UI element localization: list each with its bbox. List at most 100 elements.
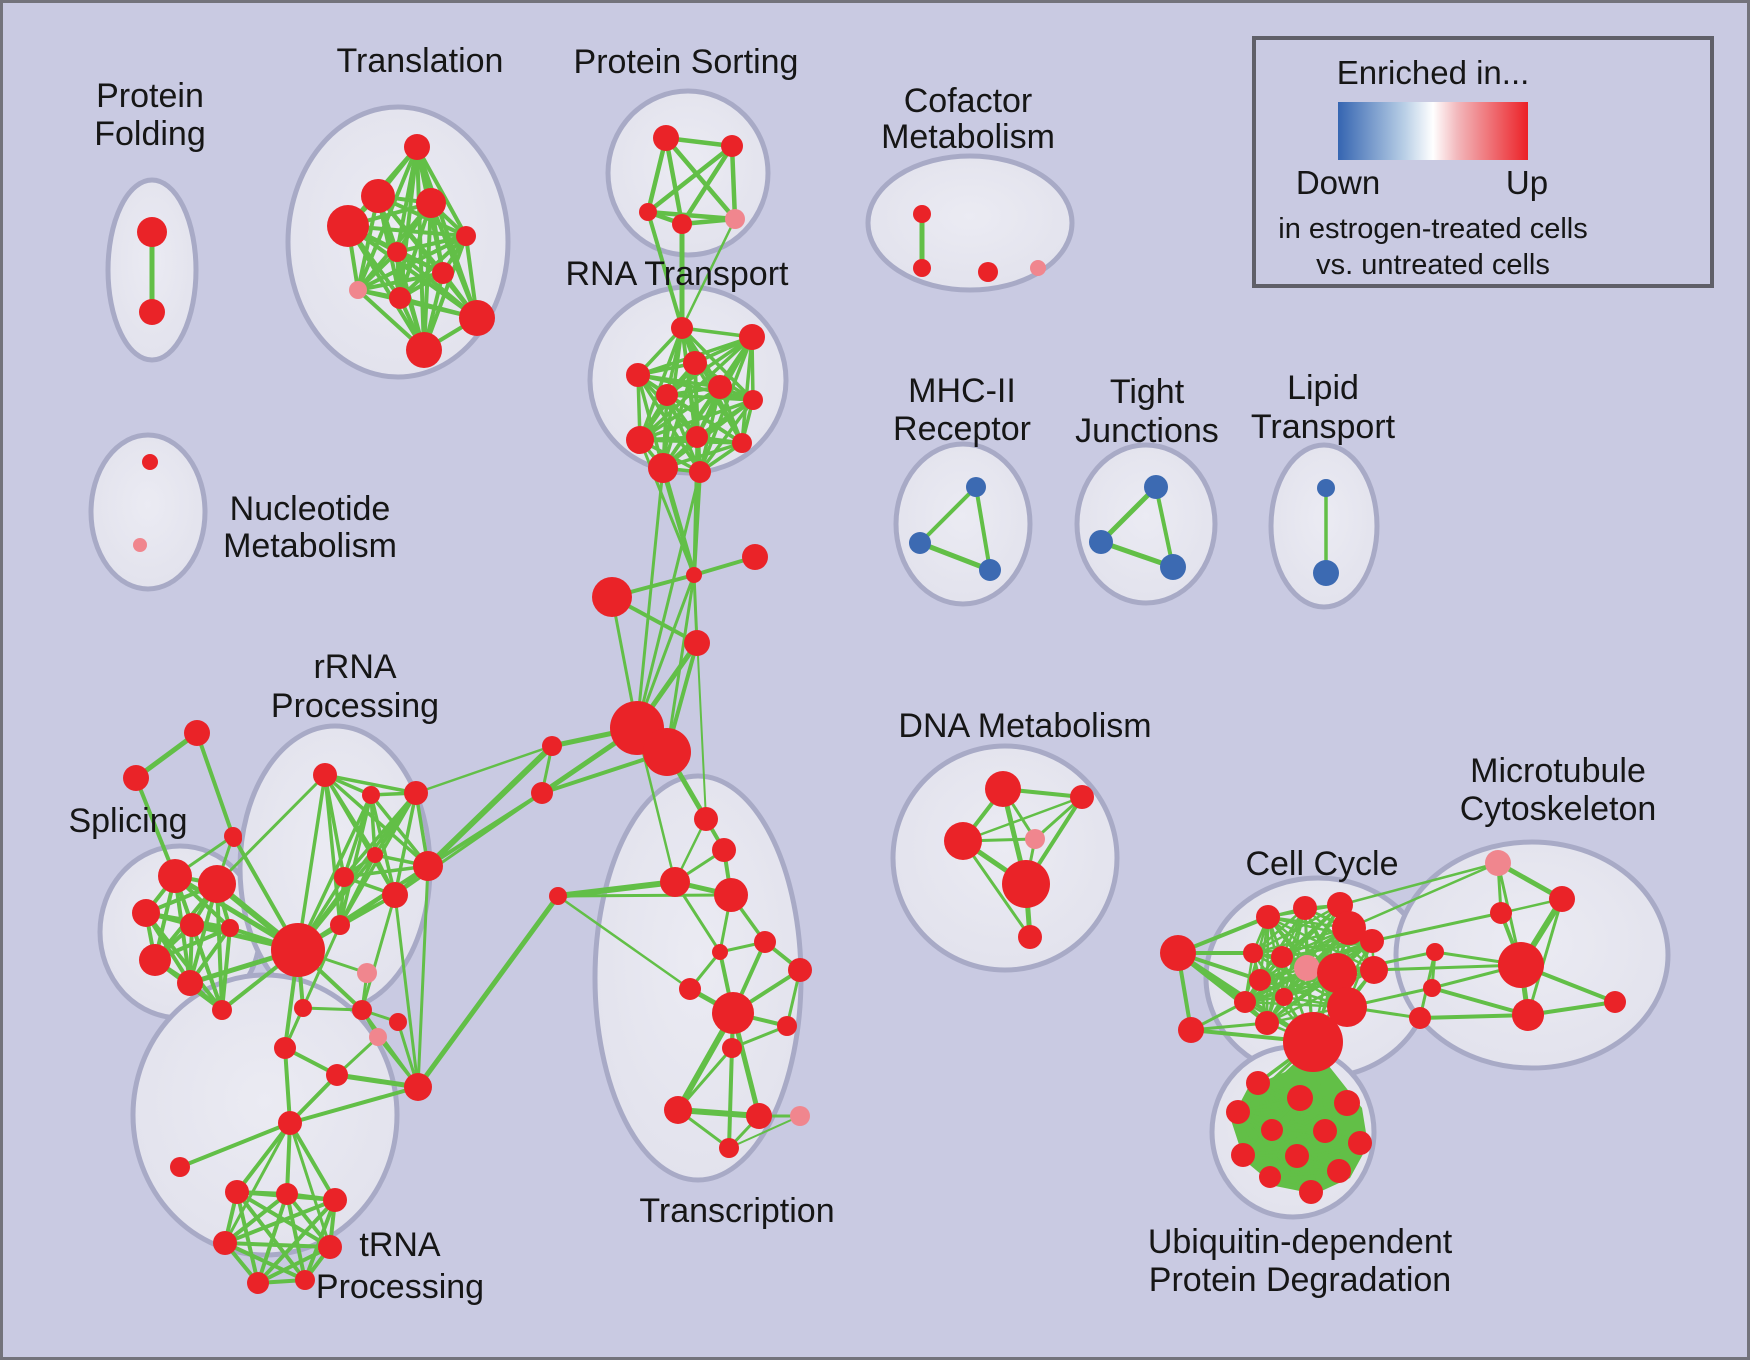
gene-set-node-hub[interactable] bbox=[686, 567, 702, 583]
gene-set-node-ubiquitin[interactable] bbox=[1327, 1159, 1351, 1183]
gene-set-node-microtubule[interactable] bbox=[1549, 886, 1575, 912]
gene-set-node-hub[interactable] bbox=[742, 544, 768, 570]
gene-set-node-transcription[interactable] bbox=[714, 878, 748, 912]
gene-set-node-transcription[interactable] bbox=[660, 867, 690, 897]
gene-set-node-rna_transport[interactable] bbox=[671, 317, 693, 339]
gene-set-node-translation[interactable] bbox=[416, 188, 446, 218]
gene-set-node-transcription[interactable] bbox=[694, 807, 718, 831]
gene-set-node-trna[interactable] bbox=[278, 1111, 302, 1135]
gene-set-node-transcription[interactable] bbox=[788, 958, 812, 982]
gene-set-node-ubiquitin[interactable] bbox=[1261, 1119, 1283, 1141]
gene-set-node-tight[interactable] bbox=[1089, 530, 1113, 554]
gene-set-node-trna[interactable] bbox=[247, 1272, 269, 1294]
gene-set-node-hub[interactable] bbox=[684, 630, 710, 656]
gene-set-node-transcription[interactable] bbox=[549, 887, 567, 905]
gene-set-node-dna[interactable] bbox=[944, 822, 982, 860]
gene-set-node-translation[interactable] bbox=[406, 332, 442, 368]
gene-set-node-nucleotide[interactable] bbox=[142, 454, 158, 470]
gene-set-node-transcription[interactable] bbox=[719, 1138, 739, 1158]
gene-set-node-trna[interactable] bbox=[276, 1183, 298, 1205]
gene-set-node-rrna[interactable] bbox=[404, 1073, 432, 1101]
gene-set-node-trna[interactable] bbox=[295, 1270, 315, 1290]
gene-set-node-rna_transport[interactable] bbox=[739, 324, 765, 350]
gene-set-node-rrna[interactable] bbox=[357, 963, 377, 983]
gene-set-node-trna[interactable] bbox=[170, 1157, 190, 1177]
gene-set-node-microtubule[interactable] bbox=[1490, 902, 1512, 924]
gene-set-node-cellcycle[interactable] bbox=[1317, 953, 1357, 993]
gene-set-node-triangle[interactable] bbox=[184, 720, 210, 746]
gene-set-node-hub[interactable] bbox=[592, 577, 632, 617]
gene-set-node-cellcycle[interactable] bbox=[1360, 929, 1384, 953]
gene-set-node-rna_transport[interactable] bbox=[689, 461, 711, 483]
gene-set-node-hub[interactable] bbox=[643, 728, 691, 776]
gene-set-node-microtubule[interactable] bbox=[1409, 1007, 1431, 1029]
gene-set-node-ubiquitin[interactable] bbox=[1226, 1100, 1250, 1124]
gene-set-node-microtubule[interactable] bbox=[1485, 850, 1511, 876]
gene-set-node-cellcycle[interactable] bbox=[1243, 943, 1263, 963]
gene-set-node-transcription[interactable] bbox=[790, 1106, 810, 1126]
gene-set-node-lipid[interactable] bbox=[1317, 479, 1335, 497]
gene-set-node-splicing[interactable] bbox=[139, 944, 171, 976]
gene-set-node-protein_sorting[interactable] bbox=[721, 135, 743, 157]
gene-set-node-translation[interactable] bbox=[387, 242, 407, 262]
gene-set-node-transcription[interactable] bbox=[712, 992, 754, 1034]
gene-set-node-rrna[interactable] bbox=[313, 763, 337, 787]
gene-set-node-trna[interactable] bbox=[318, 1235, 342, 1259]
gene-set-node-cellcycle[interactable] bbox=[1294, 955, 1320, 981]
gene-set-node-trna[interactable] bbox=[323, 1188, 347, 1212]
gene-set-node-ubiquitin[interactable] bbox=[1299, 1180, 1323, 1204]
gene-set-node-ubiquitin[interactable] bbox=[1313, 1119, 1337, 1143]
gene-set-node-translation[interactable] bbox=[389, 287, 411, 309]
gene-set-node-protein_sorting[interactable] bbox=[672, 214, 692, 234]
gene-set-node-cellcycle[interactable] bbox=[1275, 988, 1293, 1006]
gene-set-node-rrna[interactable] bbox=[326, 1064, 348, 1086]
gene-set-node-rrna[interactable] bbox=[274, 1037, 296, 1059]
gene-set-node-dna[interactable] bbox=[1070, 785, 1094, 809]
gene-set-node-nucleotide[interactable] bbox=[133, 538, 147, 552]
gene-set-node-splicing[interactable] bbox=[158, 859, 192, 893]
gene-set-node-translation[interactable] bbox=[432, 262, 454, 284]
gene-set-node-hub[interactable] bbox=[531, 782, 553, 804]
gene-set-node-cofactor[interactable] bbox=[913, 205, 931, 223]
gene-set-node-microtubule[interactable] bbox=[1512, 999, 1544, 1031]
gene-set-node-translation[interactable] bbox=[459, 300, 495, 336]
gene-set-node-transcription[interactable] bbox=[679, 978, 701, 1000]
gene-set-node-cellcycle[interactable] bbox=[1160, 935, 1196, 971]
gene-set-node-cellcycle[interactable] bbox=[1360, 956, 1388, 984]
gene-set-node-cellcycle[interactable] bbox=[1249, 969, 1271, 991]
gene-set-node-rrna[interactable] bbox=[330, 915, 350, 935]
gene-set-node-rrna[interactable] bbox=[404, 781, 428, 805]
gene-set-node-mhc[interactable] bbox=[979, 559, 1001, 581]
gene-set-node-rrna[interactable] bbox=[382, 882, 408, 908]
gene-set-node-rna_transport[interactable] bbox=[626, 363, 650, 387]
gene-set-node-protein_folding[interactable] bbox=[139, 299, 165, 325]
gene-set-node-dna[interactable] bbox=[1002, 860, 1050, 908]
gene-set-node-rna_transport[interactable] bbox=[648, 453, 678, 483]
gene-set-node-splicing[interactable] bbox=[132, 899, 160, 927]
gene-set-node-rrna[interactable] bbox=[367, 847, 383, 863]
gene-set-node-cofactor[interactable] bbox=[913, 259, 931, 277]
gene-set-node-trna[interactable] bbox=[213, 1231, 237, 1255]
gene-set-node-mhc[interactable] bbox=[909, 532, 931, 554]
gene-set-node-microtubule[interactable] bbox=[1498, 942, 1544, 988]
gene-set-node-ubiquitin[interactable] bbox=[1285, 1144, 1309, 1168]
gene-set-node-rrna[interactable] bbox=[413, 851, 443, 881]
gene-set-node-cellcycle[interactable] bbox=[1283, 1012, 1343, 1072]
gene-set-node-transcription[interactable] bbox=[754, 931, 776, 953]
gene-set-node-cellcycle[interactable] bbox=[1234, 991, 1256, 1013]
gene-set-node-splicing[interactable] bbox=[180, 913, 204, 937]
gene-set-node-splicing[interactable] bbox=[198, 865, 236, 903]
gene-set-node-rrna[interactable] bbox=[352, 1000, 372, 1020]
gene-set-node-transcription[interactable] bbox=[712, 838, 736, 862]
gene-set-node-translation[interactable] bbox=[361, 179, 395, 213]
gene-set-node-rna_transport[interactable] bbox=[656, 384, 678, 406]
gene-set-node-splicing[interactable] bbox=[177, 970, 203, 996]
gene-set-node-ubiquitin[interactable] bbox=[1231, 1143, 1255, 1167]
gene-set-node-microtubule[interactable] bbox=[1426, 943, 1444, 961]
gene-set-node-rna_transport[interactable] bbox=[708, 375, 732, 399]
gene-set-node-protein_sorting[interactable] bbox=[653, 125, 679, 151]
gene-set-node-cellcycle[interactable] bbox=[1256, 905, 1280, 929]
gene-set-node-rrna[interactable] bbox=[362, 786, 380, 804]
gene-set-node-cellcycle[interactable] bbox=[1271, 946, 1293, 968]
gene-set-node-rrna[interactable] bbox=[294, 999, 312, 1017]
